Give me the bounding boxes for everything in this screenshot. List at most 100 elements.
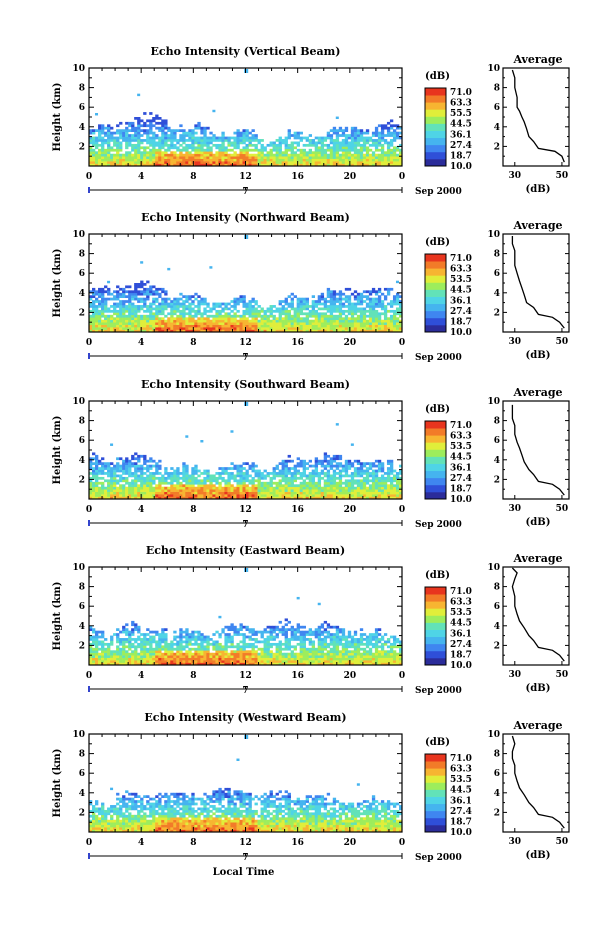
heatmap-cell bbox=[327, 472, 330, 475]
heatmap-cell bbox=[197, 633, 200, 636]
heatmap-cell bbox=[381, 300, 384, 303]
heatmap-cell bbox=[381, 470, 384, 473]
heatmap-cell bbox=[185, 470, 188, 473]
heatmap-cell bbox=[303, 144, 306, 147]
heatmap-cell bbox=[300, 487, 303, 490]
heatmap-cell bbox=[354, 295, 357, 298]
heatmap-cell bbox=[152, 119, 155, 122]
heatmap-cell bbox=[125, 305, 128, 308]
heatmap-cell bbox=[104, 322, 107, 325]
heatmap-cell bbox=[242, 295, 245, 298]
heatmap-cell bbox=[393, 132, 396, 135]
heatmap-cell bbox=[158, 117, 161, 120]
heatmap-cell bbox=[375, 315, 378, 318]
heatmap-cell bbox=[273, 470, 276, 473]
heatmap-cell bbox=[327, 322, 330, 325]
heatmap-cell bbox=[258, 325, 261, 328]
heatmap-cell bbox=[273, 159, 276, 162]
heatmap-cell bbox=[378, 159, 381, 162]
heatmap-cell bbox=[164, 470, 167, 473]
heatmap-cell bbox=[101, 631, 104, 634]
heatmap-cell bbox=[173, 484, 176, 487]
heatmap-cell bbox=[116, 124, 119, 127]
heatmap-cell bbox=[242, 325, 245, 328]
colorbar-label: 44.5 bbox=[450, 120, 472, 130]
heatmap-cell bbox=[227, 482, 230, 485]
heatmap-cell bbox=[200, 161, 203, 164]
heatmap-cell bbox=[239, 295, 242, 298]
heatmap-cell bbox=[282, 308, 285, 311]
heatmap-cell bbox=[92, 467, 95, 470]
heatmap-cell bbox=[173, 300, 176, 303]
heatmap-cell bbox=[182, 146, 185, 149]
heatmap-cell bbox=[224, 470, 227, 473]
heatmap-cell bbox=[375, 489, 378, 492]
heatmap-cell bbox=[137, 144, 140, 147]
heatmap-cell bbox=[363, 322, 366, 325]
heatmap-cell bbox=[230, 487, 233, 490]
heatmap-cell bbox=[342, 303, 345, 306]
heatmap-cell bbox=[203, 298, 206, 301]
heatmap-cell bbox=[315, 154, 318, 157]
heatmap-cell bbox=[161, 137, 164, 140]
heatmap-cell bbox=[375, 320, 378, 323]
heatmap-cell bbox=[327, 295, 330, 298]
heatmap-cell bbox=[393, 479, 396, 482]
heatmap-cell bbox=[101, 477, 104, 480]
heatmap-cell bbox=[291, 300, 294, 303]
heatmap-cell bbox=[110, 472, 113, 475]
heatmap-cell bbox=[140, 134, 143, 137]
heatmap-cell bbox=[336, 129, 339, 132]
heatmap-cell bbox=[197, 658, 200, 661]
heatmap-cell bbox=[137, 479, 140, 482]
heatmap-cell bbox=[324, 460, 327, 463]
heatmap-cell bbox=[215, 151, 218, 154]
heatmap-cell bbox=[300, 484, 303, 487]
heatmap-cell bbox=[236, 327, 239, 330]
heatmap-cell bbox=[98, 290, 101, 293]
heatmap-cell bbox=[137, 317, 140, 320]
heatmap-cell bbox=[303, 472, 306, 475]
heatmap-cell bbox=[200, 648, 203, 651]
heatmap-cell bbox=[357, 132, 360, 135]
heatmap-cell bbox=[233, 320, 236, 323]
heatmap-cell bbox=[309, 315, 312, 318]
heatmap-cell bbox=[92, 489, 95, 492]
heatmap-cell bbox=[92, 137, 95, 140]
heatmap-cell bbox=[279, 144, 282, 147]
heatmap-cell bbox=[252, 144, 255, 147]
heatmap-cell bbox=[330, 298, 333, 301]
heatmap-cell bbox=[378, 327, 381, 330]
heatmap-cell bbox=[113, 137, 116, 140]
heatmap-cell bbox=[206, 146, 209, 149]
heatmap-cell bbox=[336, 462, 339, 465]
heatmap-cell bbox=[185, 655, 188, 658]
heatmap-cell bbox=[333, 320, 336, 323]
heatmap-cell bbox=[387, 320, 390, 323]
heatmap-cell bbox=[143, 129, 146, 132]
heatmap-cell bbox=[378, 460, 381, 463]
heatmap-cell bbox=[351, 462, 354, 465]
heatmap-cell bbox=[215, 161, 218, 164]
heatmap-cell bbox=[110, 325, 113, 328]
heatmap-cell bbox=[303, 298, 306, 301]
heatmap-cell bbox=[330, 465, 333, 468]
heatmap-cell bbox=[336, 305, 339, 308]
heatmap-cell bbox=[230, 144, 233, 147]
heatmap-cell bbox=[209, 475, 212, 478]
heatmap-cell bbox=[116, 655, 119, 658]
heatmap-cell bbox=[303, 156, 306, 159]
heatmap-cell bbox=[273, 489, 276, 492]
heatmap-cell bbox=[107, 124, 110, 127]
heatmap-cell bbox=[354, 129, 357, 132]
heatmap-cell bbox=[384, 159, 387, 162]
heatmap-cell bbox=[128, 298, 131, 301]
heatmap-cell bbox=[390, 139, 393, 142]
heatmap-cell bbox=[330, 484, 333, 487]
heatmap-cell bbox=[110, 127, 113, 130]
heatmap-cell bbox=[191, 156, 194, 159]
heatmap-cell bbox=[276, 467, 279, 470]
heatmap-cell bbox=[339, 465, 342, 468]
colorbar-label: 55.5 bbox=[450, 109, 472, 119]
heatmap-cell bbox=[149, 124, 152, 127]
